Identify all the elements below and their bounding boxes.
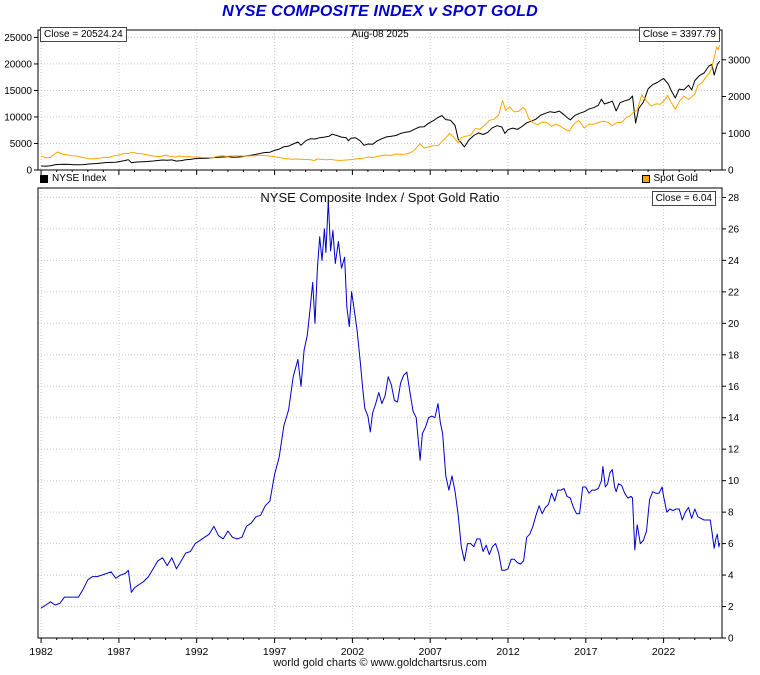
svg-text:26: 26	[728, 224, 740, 235]
nyse-index-line	[41, 60, 721, 167]
nyse-close-label: Close = 20524.24	[40, 27, 127, 42]
svg-text:2007: 2007	[419, 646, 443, 658]
svg-text:12: 12	[728, 445, 740, 456]
svg-text:5000: 5000	[10, 139, 33, 150]
svg-text:1992: 1992	[185, 646, 209, 658]
svg-text:0: 0	[26, 166, 32, 177]
date-label: Aug-08 2025	[351, 29, 409, 40]
svg-text:15000: 15000	[4, 86, 32, 97]
legend-nyse-label: NYSE Index	[52, 173, 107, 184]
svg-text:2022: 2022	[652, 646, 676, 658]
svg-text:10000: 10000	[4, 112, 32, 123]
svg-text:22: 22	[728, 287, 740, 298]
svg-text:2002: 2002	[341, 646, 365, 658]
svg-text:8: 8	[728, 508, 734, 519]
svg-text:1000: 1000	[728, 129, 751, 140]
ratio-panel-title: NYSE Composite Index / Spot Gold Ratio	[260, 190, 500, 205]
svg-text:0: 0	[728, 634, 734, 645]
svg-text:16: 16	[728, 382, 740, 393]
svg-text:24: 24	[728, 256, 740, 267]
svg-text:20000: 20000	[4, 59, 32, 70]
svg-text:25000: 25000	[4, 33, 32, 44]
svg-text:14: 14	[728, 413, 740, 424]
nyse-gold-ratio-line	[40, 200, 721, 609]
svg-text:1982: 1982	[29, 646, 53, 658]
svg-text:6: 6	[728, 539, 734, 550]
gold-close-label: Close = 3397.79	[638, 27, 720, 42]
top-chart-canvas: 0 5000 10000 15000 20000 25000 0 1000 2000 3000	[4, 29, 751, 177]
spot-gold-line	[40, 44, 721, 161]
svg-text:2017: 2017	[574, 646, 598, 658]
legend-nyse: NYSE Index	[40, 173, 106, 185]
svg-text:4: 4	[728, 571, 734, 582]
nyse-swatch-icon	[40, 175, 48, 183]
svg-text:2000: 2000	[728, 92, 751, 103]
page-title: NYSE COMPOSITE INDEX v SPOT GOLD	[222, 3, 538, 20]
svg-text:10: 10	[728, 476, 740, 487]
svg-text:28: 28	[728, 193, 740, 204]
svg-text:18: 18	[728, 350, 740, 361]
gold-swatch-icon	[641, 175, 650, 183]
legend-gold-label: Spot Gold	[653, 173, 698, 184]
ratio-close-label: Close = 6.04	[651, 191, 716, 206]
svg-text:0: 0	[728, 166, 734, 177]
svg-text:20: 20	[728, 319, 740, 330]
svg-text:1987: 1987	[107, 646, 131, 658]
svg-text:2: 2	[728, 602, 734, 613]
svg-text:3000: 3000	[728, 55, 751, 66]
footer-credit: world gold charts © www.goldchartsrus.co…	[273, 657, 487, 669]
svg-text:1997: 1997	[263, 646, 287, 658]
legend-gold: Spot Gold	[641, 173, 698, 185]
svg-text:2012: 2012	[496, 646, 520, 658]
